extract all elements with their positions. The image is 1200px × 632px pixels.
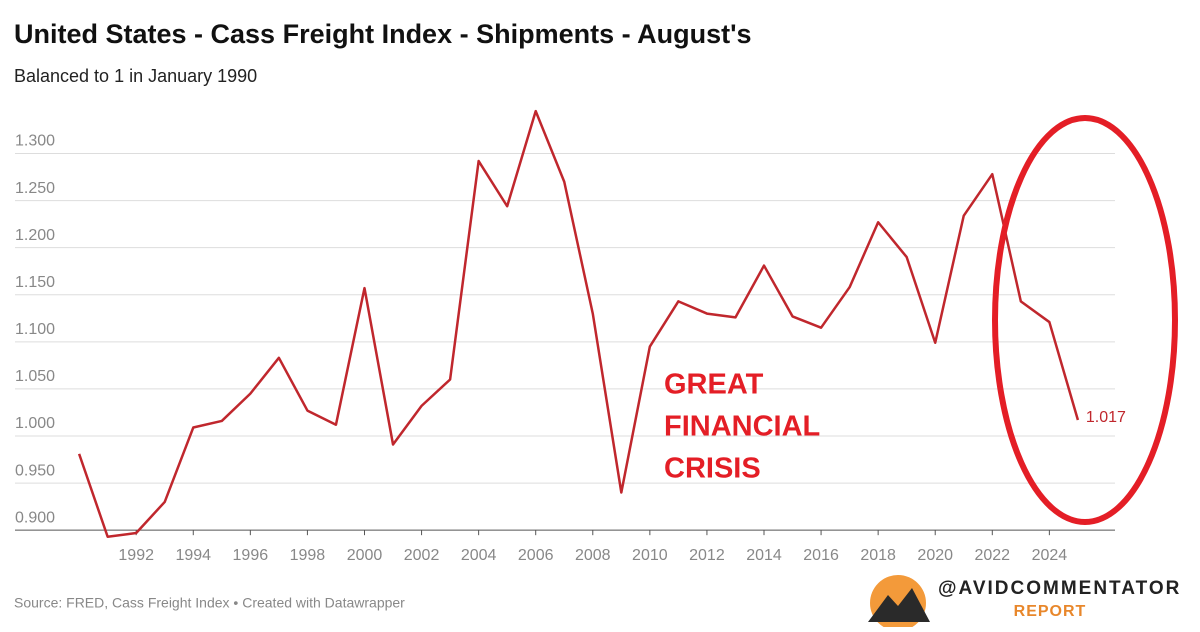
x-tick-label: 2010 bbox=[632, 547, 668, 564]
x-tick-label: 2008 bbox=[575, 547, 611, 564]
logo-text: @AVIDCOMMENTATOR bbox=[938, 578, 1181, 599]
x-tick-label: 1996 bbox=[233, 547, 269, 564]
data-line bbox=[77, 109, 1080, 539]
y-tick-label: 1.300 bbox=[15, 133, 55, 150]
chart-title: United States - Cass Freight Index - Shi… bbox=[14, 19, 752, 49]
y-tick-label: 1.000 bbox=[15, 415, 55, 432]
value-label: 1.017 bbox=[1086, 409, 1126, 426]
x-tick-label: 2006 bbox=[518, 547, 554, 564]
highlight-ellipse bbox=[992, 115, 1178, 525]
y-tick-label: 1.100 bbox=[15, 321, 55, 338]
x-tick-label: 2014 bbox=[746, 547, 782, 564]
source: Source: FRED, Cass Freight Index • Creat… bbox=[14, 595, 405, 611]
annotation: GREAT bbox=[664, 369, 764, 401]
annotation: CRISIS bbox=[664, 453, 761, 485]
y-tick-label: 1.050 bbox=[15, 368, 55, 385]
logo: @AVIDCOMMENTATOR REPORT bbox=[868, 575, 1181, 631]
x-tick-label: 2020 bbox=[917, 547, 953, 564]
x-tick-label: 2018 bbox=[860, 547, 896, 564]
y-tick-label: 0.900 bbox=[15, 509, 55, 526]
x-tick-label: 1992 bbox=[118, 547, 154, 564]
chart-subtitle: Balanced to 1 in January 1990 bbox=[14, 66, 257, 86]
y-tick-label: 1.250 bbox=[15, 180, 55, 197]
y-tick-label: 1.200 bbox=[15, 227, 55, 244]
logo-mountain bbox=[868, 588, 930, 622]
x-tick-label: 2024 bbox=[1032, 547, 1068, 564]
x-tick-label: 2000 bbox=[347, 547, 383, 564]
y-tick-label: 0.950 bbox=[15, 462, 55, 479]
x-tick-label: 1998 bbox=[290, 547, 326, 564]
x-tick-label: 2012 bbox=[689, 547, 725, 564]
logo-subtext: REPORT bbox=[1014, 603, 1087, 620]
x-tick-label: 2002 bbox=[404, 547, 440, 564]
x-tick-label: 2004 bbox=[461, 547, 497, 564]
annotation: FINANCIAL bbox=[664, 411, 820, 443]
x-tick-label: 1994 bbox=[175, 547, 211, 564]
x-tick-label: 2016 bbox=[803, 547, 839, 564]
x-tick-label: 2022 bbox=[974, 547, 1010, 564]
y-tick-label: 1.150 bbox=[15, 274, 55, 291]
